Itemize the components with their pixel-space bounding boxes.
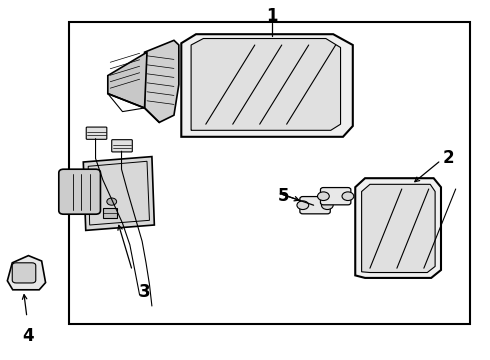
Text: 1: 1 <box>266 7 278 25</box>
FancyBboxPatch shape <box>86 127 107 139</box>
Bar <box>103 208 117 218</box>
Circle shape <box>318 192 329 201</box>
FancyBboxPatch shape <box>112 140 132 152</box>
Polygon shape <box>83 157 154 230</box>
Polygon shape <box>145 40 179 122</box>
Polygon shape <box>191 39 341 130</box>
FancyBboxPatch shape <box>12 263 36 283</box>
Polygon shape <box>355 178 441 278</box>
Text: 3: 3 <box>139 283 150 301</box>
Polygon shape <box>108 52 147 108</box>
Bar <box>69 22 470 324</box>
Text: 5: 5 <box>277 187 289 205</box>
FancyBboxPatch shape <box>320 188 351 205</box>
Circle shape <box>342 192 354 201</box>
Text: 4: 4 <box>23 327 34 345</box>
Circle shape <box>321 201 333 210</box>
Polygon shape <box>181 34 353 137</box>
Polygon shape <box>362 184 435 273</box>
Circle shape <box>107 198 117 205</box>
Text: 2: 2 <box>442 149 454 167</box>
Circle shape <box>297 201 309 210</box>
FancyBboxPatch shape <box>59 169 100 214</box>
Polygon shape <box>7 256 46 290</box>
FancyBboxPatch shape <box>300 197 330 214</box>
